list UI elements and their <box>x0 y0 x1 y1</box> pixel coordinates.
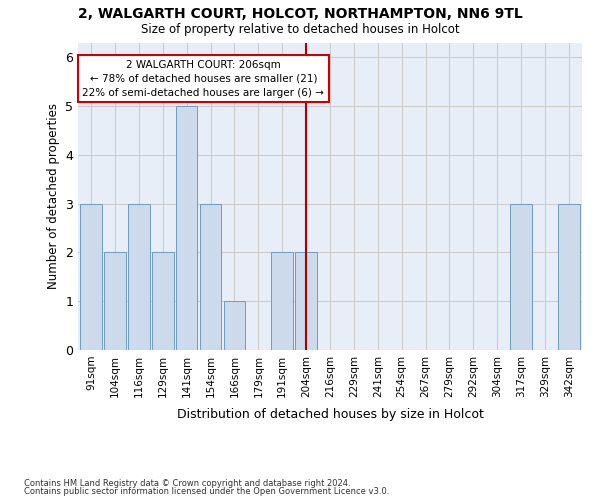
Bar <box>176 106 197 350</box>
Text: Contains HM Land Registry data © Crown copyright and database right 2024.: Contains HM Land Registry data © Crown c… <box>24 478 350 488</box>
Text: Contains public sector information licensed under the Open Government Licence v3: Contains public sector information licen… <box>24 487 389 496</box>
X-axis label: Distribution of detached houses by size in Holcot: Distribution of detached houses by size … <box>176 408 484 421</box>
Text: 2, WALGARTH COURT, HOLCOT, NORTHAMPTON, NN6 9TL: 2, WALGARTH COURT, HOLCOT, NORTHAMPTON, … <box>77 8 523 22</box>
Bar <box>152 252 173 350</box>
Bar <box>271 252 293 350</box>
Bar <box>558 204 580 350</box>
Bar <box>104 252 126 350</box>
Bar <box>128 204 149 350</box>
Bar <box>200 204 221 350</box>
Bar <box>80 204 102 350</box>
Text: Size of property relative to detached houses in Holcot: Size of property relative to detached ho… <box>140 22 460 36</box>
Bar <box>224 301 245 350</box>
Bar <box>295 252 317 350</box>
Bar <box>511 204 532 350</box>
Text: 2 WALGARTH COURT: 206sqm
← 78% of detached houses are smaller (21)
22% of semi-d: 2 WALGARTH COURT: 206sqm ← 78% of detach… <box>82 60 325 98</box>
Y-axis label: Number of detached properties: Number of detached properties <box>47 104 59 289</box>
